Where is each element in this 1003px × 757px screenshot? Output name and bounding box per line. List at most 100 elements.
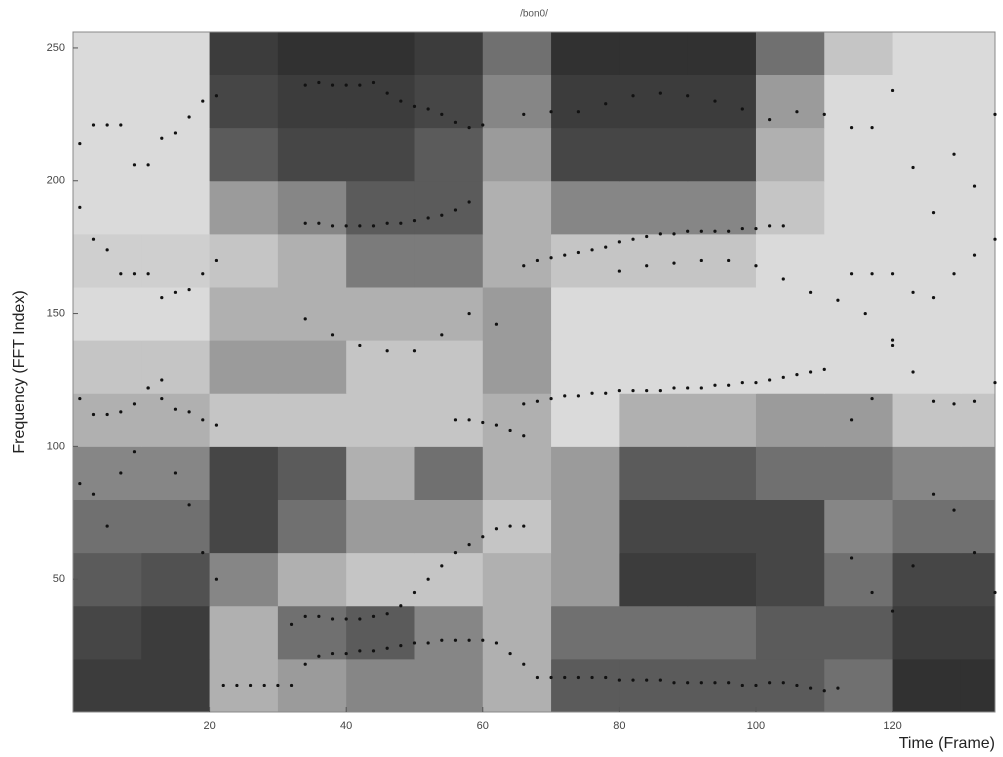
formant-dot	[672, 386, 675, 389]
heatmap-cell	[824, 393, 893, 447]
heatmap-cell	[688, 446, 757, 500]
formant-dot	[891, 272, 894, 275]
heatmap-cell	[756, 500, 825, 554]
formant-dot	[604, 102, 607, 105]
formant-dot	[495, 641, 498, 644]
formant-dot	[331, 333, 334, 336]
heatmap-cell	[551, 234, 620, 288]
formant-dot	[864, 312, 867, 315]
formant-dot	[317, 222, 320, 225]
formant-dot	[399, 604, 402, 607]
formant-dot	[672, 232, 675, 235]
heatmap-cell	[551, 606, 620, 660]
formant-dot	[92, 238, 95, 241]
heatmap-cell	[346, 181, 415, 235]
formant-dot	[604, 676, 607, 679]
heatmap-cell	[619, 340, 688, 394]
formant-dot	[201, 272, 204, 275]
heatmap-cell	[551, 75, 620, 129]
heatmap-cell	[756, 340, 825, 394]
formant-dot	[454, 208, 457, 211]
formant-dot	[454, 121, 457, 124]
formant-dot	[106, 413, 109, 416]
heatmap-cell	[688, 32, 757, 75]
chart-title: /bon0/	[520, 9, 548, 20]
heatmap-cell	[961, 181, 996, 235]
heatmap-cell	[414, 606, 483, 660]
formant-dot	[358, 84, 361, 87]
formant-dot	[372, 649, 375, 652]
heatmap-cell	[141, 75, 210, 129]
heatmap-cell	[210, 287, 279, 341]
heatmap-cell	[278, 181, 347, 235]
formant-dot	[563, 394, 566, 397]
heatmap-cell	[141, 500, 210, 554]
heatmap-cell	[551, 500, 620, 554]
x-tick-label: 40	[340, 720, 352, 732]
formant-dot	[850, 418, 853, 421]
formant-dot	[78, 206, 81, 209]
heatmap-cell	[210, 181, 279, 235]
heatmap-cell	[346, 32, 415, 75]
heatmap-cell	[688, 553, 757, 607]
heatmap-cell	[824, 181, 893, 235]
formant-dot	[290, 623, 293, 626]
heatmap-cell	[210, 128, 279, 182]
formant-dot	[645, 679, 648, 682]
formant-dot	[932, 296, 935, 299]
formant-dot	[317, 615, 320, 618]
formant-dot	[782, 376, 785, 379]
heatmap-cell	[619, 287, 688, 341]
heatmap-cell	[483, 553, 552, 607]
heatmap-cell	[278, 446, 347, 500]
heatmap-cell	[278, 340, 347, 394]
heatmap-cell	[756, 659, 825, 713]
formant-dot	[427, 216, 430, 219]
formant-dot	[106, 524, 109, 527]
heatmap-cell	[483, 287, 552, 341]
formant-dot	[809, 291, 812, 294]
heatmap-cell	[73, 393, 142, 447]
formant-dot	[549, 110, 552, 113]
formant-dot	[119, 272, 122, 275]
formant-dot	[727, 384, 730, 387]
heatmap-cell	[961, 659, 996, 713]
formant-dot	[345, 617, 348, 620]
formant-dot	[508, 652, 511, 655]
formant-dot	[713, 681, 716, 684]
formant-dot	[754, 684, 757, 687]
x-axis-label: Time (Frame)	[899, 735, 995, 752]
formant-dot	[427, 641, 430, 644]
formant-dot	[522, 524, 525, 527]
formant-dot	[495, 527, 498, 530]
y-tick-label: 200	[47, 175, 65, 187]
formant-dot	[440, 333, 443, 336]
formant-dot	[700, 386, 703, 389]
formant-dot	[659, 679, 662, 682]
heatmap-cell	[756, 287, 825, 341]
heatmap-cell	[893, 553, 962, 607]
formant-dot	[700, 681, 703, 684]
formant-dot	[590, 248, 593, 251]
heatmap-cell	[414, 500, 483, 554]
heatmap-cell	[346, 553, 415, 607]
formant-dot	[468, 418, 471, 421]
formant-dot	[604, 246, 607, 249]
heatmap-cell	[688, 234, 757, 288]
heatmap-cell	[141, 659, 210, 713]
formant-dot	[659, 389, 662, 392]
formant-dot	[850, 556, 853, 559]
formant-dot	[440, 639, 443, 642]
formant-dot	[768, 681, 771, 684]
formant-dot	[590, 392, 593, 395]
formant-dot	[952, 272, 955, 275]
formant-dot	[768, 378, 771, 381]
formant-dot	[201, 551, 204, 554]
y-tick-label: 250	[47, 42, 65, 54]
heatmap-cell	[688, 340, 757, 394]
formant-dot	[454, 551, 457, 554]
formant-dot	[993, 591, 996, 594]
formant-dot	[850, 272, 853, 275]
formant-dot	[836, 686, 839, 689]
formant-dot	[782, 224, 785, 227]
